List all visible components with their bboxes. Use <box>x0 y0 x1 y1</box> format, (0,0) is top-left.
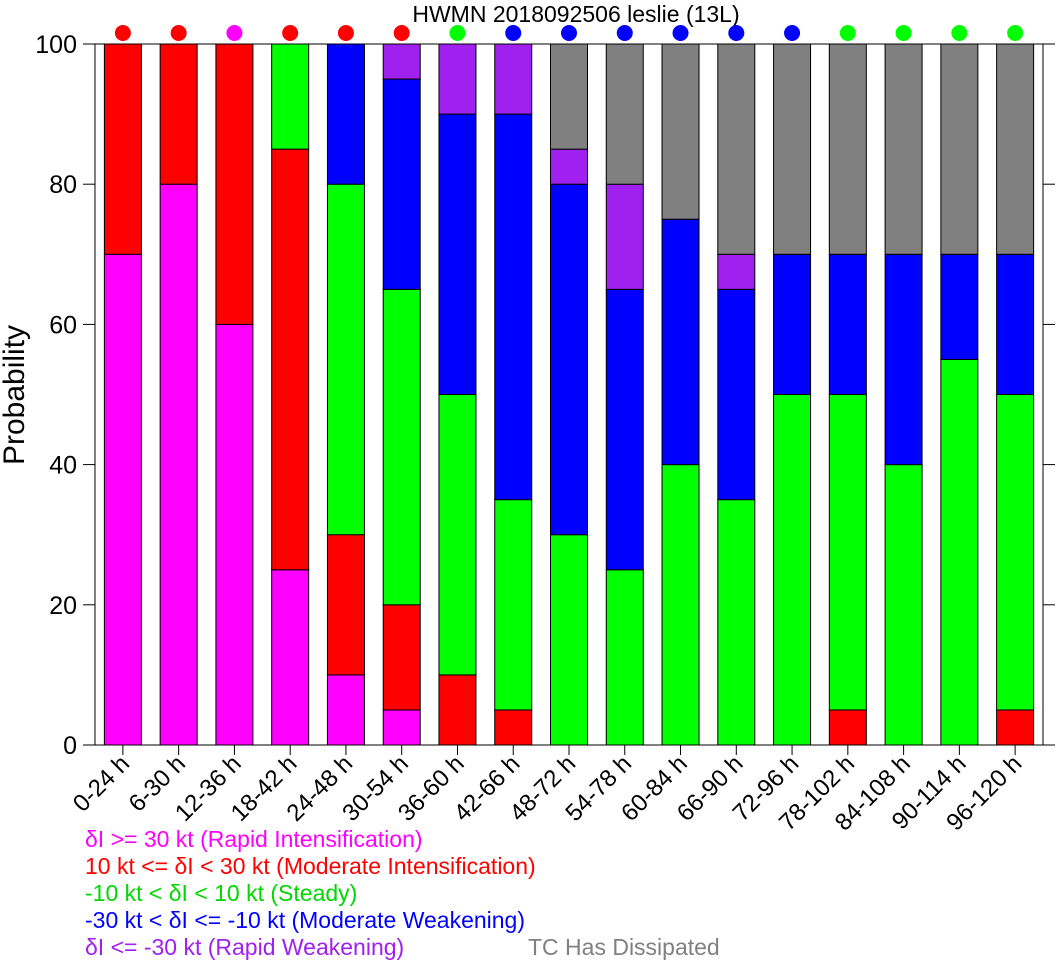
top-marker <box>1007 25 1024 41</box>
bar-segment <box>940 43 979 255</box>
top-marker <box>170 25 187 41</box>
top-marker <box>895 25 912 41</box>
bar-segment <box>773 394 812 746</box>
bar-segment <box>605 43 644 185</box>
bar-segment <box>884 253 923 466</box>
bar-segment <box>382 78 421 290</box>
legend-moderate-intensification: 10 kt <= δI < 30 kt (Moderate Intensific… <box>85 853 536 879</box>
x-tick-label: 0-24 h <box>68 750 135 817</box>
legend-rapid-intensification: δI >= 30 kt (Rapid Intensification) <box>85 826 423 852</box>
bar-segment <box>326 674 365 746</box>
bar-segment <box>940 253 979 360</box>
bar-segment <box>550 148 588 185</box>
chart-title: HWMN 2018092506 leslie (13L) <box>412 1 739 27</box>
bar-segment <box>326 43 365 185</box>
bar-segment <box>271 148 310 571</box>
bar-segment <box>382 288 421 606</box>
top-marker <box>561 25 577 41</box>
y-tick-label: 100 <box>35 31 77 59</box>
legend-rapid-weakening: δI <= -30 kt (Rapid Weakening) <box>85 934 405 960</box>
legend-steady: -10 kt < δI < 10 kt (Steady) <box>85 880 358 906</box>
bar-segment <box>717 288 756 501</box>
bar-segment <box>438 43 477 115</box>
bar-segment <box>103 253 142 746</box>
top-marker <box>337 25 354 41</box>
top-marker <box>282 25 299 41</box>
bar-segment <box>326 534 365 676</box>
bar-segment <box>828 709 867 746</box>
top-marker <box>784 25 801 41</box>
bar-segment <box>382 709 421 746</box>
bar-segment <box>828 43 867 255</box>
top-markers <box>114 25 1024 41</box>
top-marker <box>951 25 968 41</box>
top-marker <box>728 25 745 41</box>
y-tick-label: 60 <box>49 311 77 339</box>
bar-segment <box>605 288 644 571</box>
bar-segment <box>159 43 198 185</box>
bar-segment <box>884 464 923 746</box>
bar-segment <box>773 43 812 255</box>
bar-segment <box>550 534 588 746</box>
bar-segment <box>271 569 310 746</box>
bar-segment <box>382 43 421 80</box>
bar-segment <box>438 674 477 746</box>
bar-segment <box>996 394 1035 711</box>
bar-segment <box>717 499 756 746</box>
bar-segment <box>271 43 310 150</box>
bar-segment <box>550 183 588 536</box>
bars <box>103 43 1035 746</box>
bar-segment <box>159 183 198 746</box>
legend-dissipated: TC Has Dissipated <box>528 934 720 960</box>
bar-segment <box>661 464 700 746</box>
top-marker <box>672 25 689 41</box>
bar-segment <box>494 43 533 115</box>
bar-segment <box>661 218 700 466</box>
bar-segment <box>940 358 979 746</box>
bar-segment <box>326 183 365 536</box>
top-marker <box>226 25 243 41</box>
bar-segment <box>494 499 533 711</box>
bar-segment <box>103 43 142 255</box>
bar-segment <box>828 253 867 395</box>
y-axis-label: Probability <box>0 325 31 465</box>
top-marker <box>616 25 633 41</box>
bar-segment <box>605 569 644 746</box>
legend-moderate-weakening: -30 kt < δI <= -10 kt (Moderate Weakenin… <box>85 907 526 933</box>
y-tick-label: 40 <box>49 452 77 480</box>
bar-segment <box>494 113 533 501</box>
bar-segment <box>884 43 923 255</box>
bar-segment <box>996 43 1035 255</box>
bar-segment <box>215 323 254 746</box>
bar-segment <box>661 43 700 220</box>
top-marker <box>839 25 856 41</box>
bar-segment <box>382 604 421 711</box>
top-marker <box>505 25 522 41</box>
top-marker <box>114 25 131 41</box>
bar-segment <box>828 394 867 711</box>
bar-segment <box>494 709 533 746</box>
bar-segment <box>438 113 477 395</box>
y-tick-label: 80 <box>49 171 77 199</box>
bar-segment <box>996 253 1035 395</box>
y-tick-label: 0 <box>63 732 77 760</box>
bar-segment <box>717 253 756 290</box>
bar-segment <box>605 183 644 290</box>
y-tick-label: 20 <box>49 592 77 620</box>
bar-segment <box>438 394 477 676</box>
legend: δI >= 30 kt (Rapid Intensification) 10 k… <box>85 826 536 961</box>
top-marker <box>449 25 466 41</box>
bar-segment <box>215 43 254 325</box>
bar-segment <box>550 43 588 150</box>
x-tick-labels: 0-24 h6-30 h12-36 h18-42 h24-48 h30-54 h… <box>68 745 1027 836</box>
top-marker <box>393 25 410 41</box>
bar-segment <box>773 253 812 395</box>
bar-segment <box>717 43 756 255</box>
bar-segment <box>996 709 1035 746</box>
